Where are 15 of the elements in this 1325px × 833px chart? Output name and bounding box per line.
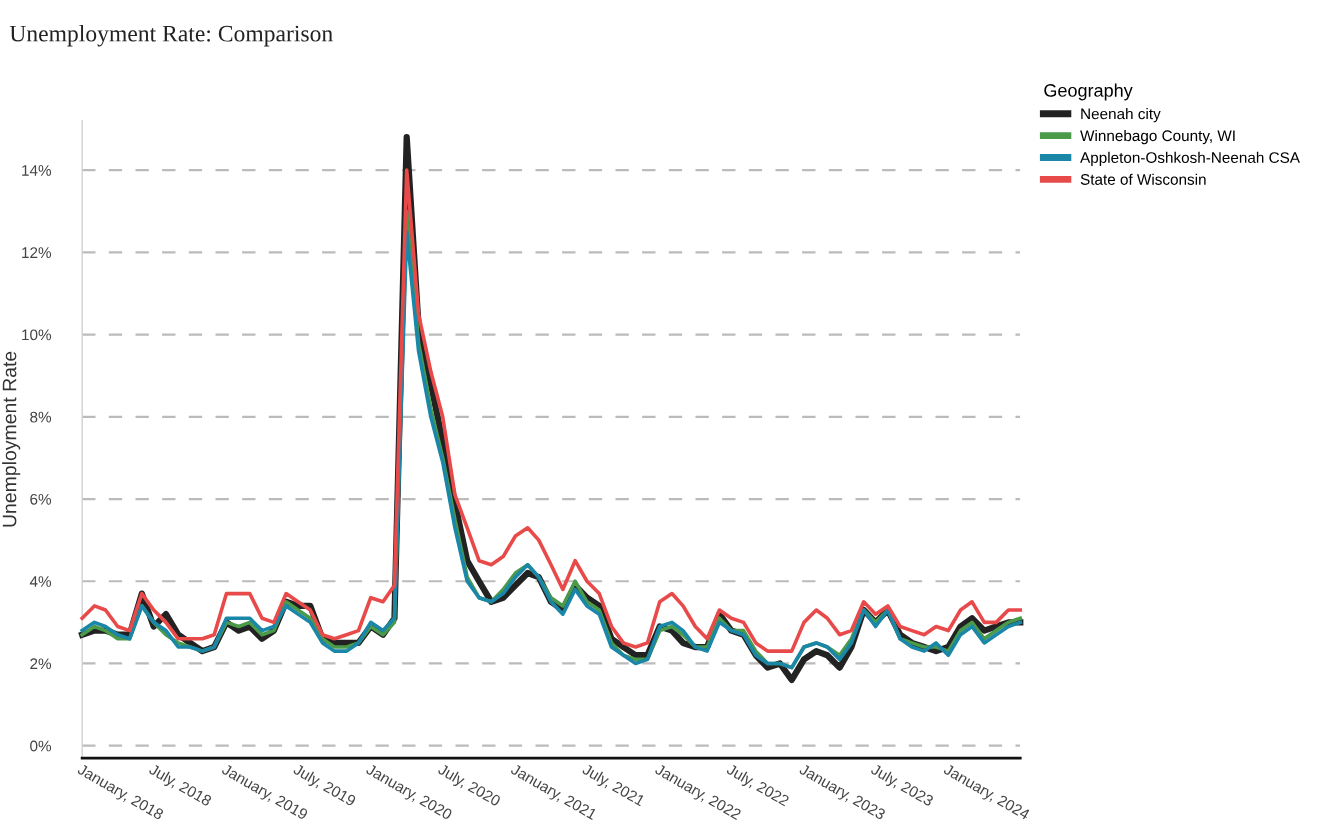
- legend-label: State of Wisconsin: [1080, 173, 1206, 185]
- y-tick-label: 14%: [22, 165, 52, 176]
- y-tick-label: 4%: [29, 576, 52, 587]
- legend-label: Neenah city: [1081, 108, 1161, 123]
- y-tick-label: 10%: [22, 329, 52, 341]
- y-tick-label: 8%: [30, 411, 52, 423]
- y-axis-title: Unemployment Rate: [2, 351, 21, 527]
- y-tick-label: 0%: [30, 740, 52, 752]
- legend-label: Appleton-Oshkosh-Neenah CSA: [1080, 151, 1300, 167]
- chart-title: Unemployment Rate: Comparison: [9, 24, 333, 47]
- y-tick-label: 12%: [22, 247, 52, 258]
- y-tick-label: 2%: [30, 658, 52, 670]
- legend-title: Geography: [1044, 83, 1133, 101]
- legend-label: Winnebago County, WI: [1080, 129, 1235, 145]
- y-tick-label: 6%: [30, 493, 52, 505]
